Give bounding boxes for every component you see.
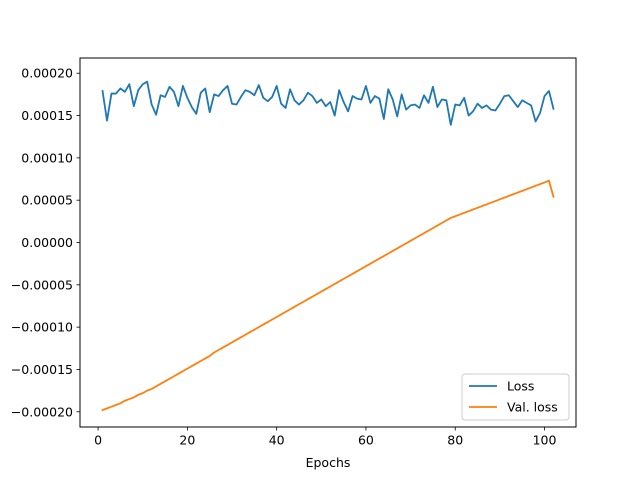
y-tick-label: −0.00005 — [11, 277, 73, 292]
x-tick-label: 20 — [179, 433, 195, 448]
y-tick-label: 0.00020 — [21, 66, 73, 81]
x-tick-label: 100 — [533, 433, 557, 448]
x-tick-label: 0 — [94, 433, 102, 448]
legend-label-loss: Loss — [507, 379, 534, 394]
y-tick-label: 0.00000 — [21, 235, 73, 250]
y-tick-label: −0.00010 — [11, 320, 73, 335]
series-line-loss — [101, 80, 555, 126]
tick-layer: 0 20 40 60 80 100 −0.00020 −0.00015 −0.00010 −0.0… — [11, 66, 557, 448]
plot-area — [80, 58, 576, 427]
legend: Loss Val. loss — [461, 373, 570, 421]
y-tick-label: 0.00005 — [21, 193, 73, 208]
x-tick-label: 60 — [358, 433, 374, 448]
y-tick-label: −0.00015 — [11, 362, 73, 377]
legend-label-val-loss: Val. loss — [507, 400, 558, 415]
y-tick-label: 0.00015 — [21, 108, 73, 123]
x-tick-label: 80 — [447, 433, 463, 448]
series-line-val-loss — [101, 179, 555, 412]
series-layer — [101, 80, 555, 412]
plot-frame — [79, 57, 577, 428]
x-axis-title: Epochs — [306, 455, 351, 470]
y-tick-label: 0.00010 — [21, 150, 73, 165]
y-tick-label: −0.00020 — [11, 404, 73, 419]
x-tick-label: 40 — [269, 433, 285, 448]
